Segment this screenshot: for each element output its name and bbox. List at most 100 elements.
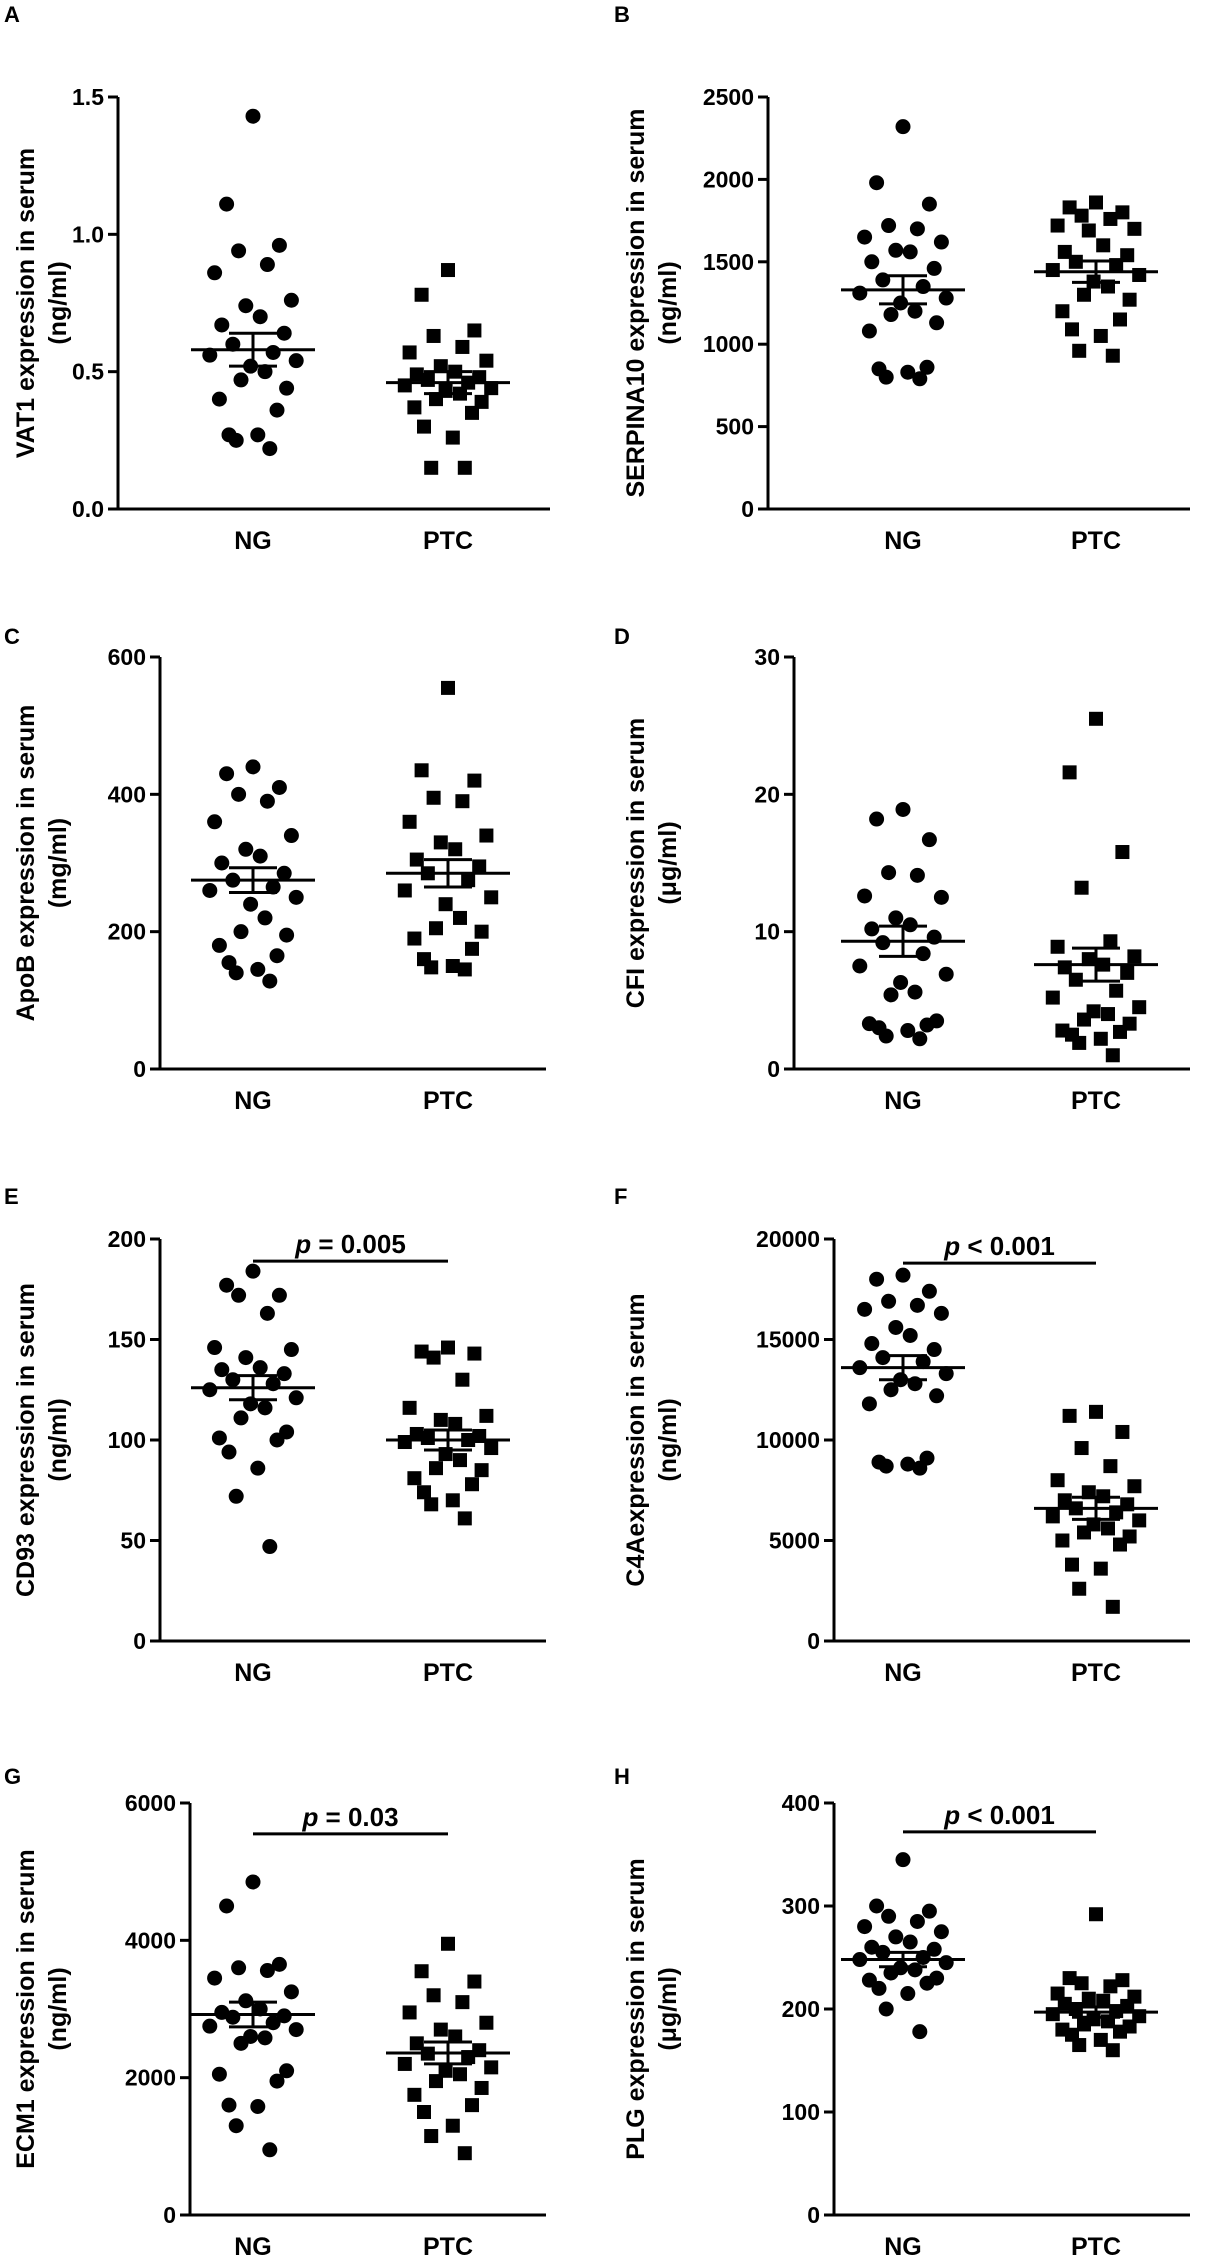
- data-point: [888, 1319, 904, 1335]
- data-point: [433, 359, 448, 374]
- data-point: [467, 773, 482, 788]
- data-point: [271, 1956, 287, 1972]
- y-tick-label: 200: [782, 1996, 820, 2022]
- y-tick-label: 10000: [756, 1427, 820, 1453]
- data-point: [433, 1412, 448, 1427]
- data-point: [857, 888, 873, 904]
- y-tick-label: 1000: [703, 331, 754, 357]
- data-point: [1103, 211, 1118, 226]
- data-point: [1068, 2002, 1083, 2016]
- data-point: [414, 1344, 429, 1359]
- data-point: [202, 347, 218, 363]
- data-point: [1074, 880, 1089, 895]
- data-point: [441, 263, 455, 278]
- data-point: [438, 897, 453, 912]
- data-point: [869, 175, 885, 191]
- data-point: [479, 353, 494, 368]
- data-point: [1050, 218, 1065, 233]
- data-point: [214, 317, 230, 333]
- y-axis-label: PLG expression in serum (μg/ml): [622, 1858, 682, 2160]
- data-point: [909, 221, 925, 237]
- data-point: [445, 430, 460, 445]
- data-point: [878, 1028, 894, 1044]
- p-symbol: p: [294, 1229, 311, 1259]
- y-tick-label: 400: [782, 1790, 820, 1816]
- data-point: [878, 369, 894, 385]
- x-category-label: NG: [884, 1659, 922, 1687]
- data-point: [1093, 1561, 1108, 1576]
- data-point: [1050, 1473, 1065, 1488]
- data-point: [1081, 1991, 1096, 2006]
- data-point: [900, 364, 916, 380]
- data-point: [271, 1287, 287, 1303]
- data-point: [938, 1366, 954, 1382]
- y-tick-label: 50: [120, 1528, 146, 1554]
- data-point: [426, 1350, 441, 1365]
- data-point: [1093, 2032, 1108, 2047]
- data-point: [245, 1263, 261, 1279]
- data-point: [921, 1903, 937, 1919]
- data-point: [257, 364, 273, 380]
- data-point: [484, 1441, 499, 1456]
- data-point: [252, 848, 268, 864]
- data-point: [881, 1908, 897, 1924]
- data-point: [225, 336, 241, 352]
- data-point: [1074, 208, 1089, 223]
- data-point: [1105, 1048, 1120, 1063]
- data-point: [938, 966, 954, 982]
- data-point: [397, 1435, 412, 1450]
- data-point: [417, 2105, 431, 2119]
- y-tick-label: 10: [754, 919, 780, 945]
- y-tick-label: 500: [716, 414, 754, 440]
- panel-a: A 0.0 0.5 1.0 1.5 VAT1 expression in serum (ng…: [4, 2, 550, 555]
- data-point: [1077, 2017, 1091, 2032]
- data-point: [424, 960, 439, 975]
- data-point: [857, 1919, 873, 1935]
- data-point: [252, 1360, 268, 1376]
- y-tick-label: 0: [741, 496, 754, 522]
- data-point: [852, 958, 868, 974]
- data-point: [429, 921, 443, 936]
- data-point: [933, 889, 949, 905]
- data-point: [276, 325, 292, 341]
- data-point: [207, 265, 223, 281]
- data-point: [1074, 1976, 1089, 1991]
- data-point: [257, 910, 273, 926]
- data-point: [433, 2022, 448, 2037]
- y-tick-label: 0: [767, 1056, 780, 1082]
- data-point: [445, 2118, 460, 2133]
- y-tick-label: 0.5: [72, 359, 104, 385]
- data-point: [457, 460, 472, 475]
- data-point: [271, 237, 287, 253]
- data-point: [1122, 292, 1137, 307]
- y-tick-label: 400: [108, 781, 146, 807]
- data-point: [938, 290, 954, 306]
- data-point: [288, 1390, 304, 1406]
- y-tick-label: 0: [163, 2202, 176, 2228]
- data-point: [907, 984, 923, 1000]
- data-point: [448, 2029, 463, 2044]
- data-point: [276, 1366, 292, 1382]
- y-axis-label-unit: (μg/ml): [654, 1967, 682, 2050]
- data-point: [424, 460, 439, 475]
- data-point: [919, 1975, 935, 1991]
- data-point: [1077, 1012, 1091, 1027]
- data-point: [279, 927, 295, 943]
- x-category-label: NG: [234, 527, 272, 555]
- data-point: [409, 367, 424, 382]
- data-point: [912, 1031, 928, 1047]
- data-point: [455, 339, 470, 354]
- data-point: [926, 1941, 942, 1957]
- data-point: [1132, 267, 1147, 282]
- y-axis-label-unit: (mg/ml): [44, 818, 72, 908]
- data-point: [1105, 2043, 1120, 2058]
- data-point: [1113, 2024, 1127, 2039]
- y-axis-label-unit: (ng/ml): [654, 261, 682, 344]
- data-point: [1120, 248, 1135, 263]
- data-point: [912, 2024, 928, 2040]
- data-point: [283, 292, 299, 308]
- data-point: [895, 801, 911, 817]
- data-point: [864, 921, 880, 937]
- data-point: [1115, 1424, 1130, 1439]
- data-point: [420, 372, 435, 387]
